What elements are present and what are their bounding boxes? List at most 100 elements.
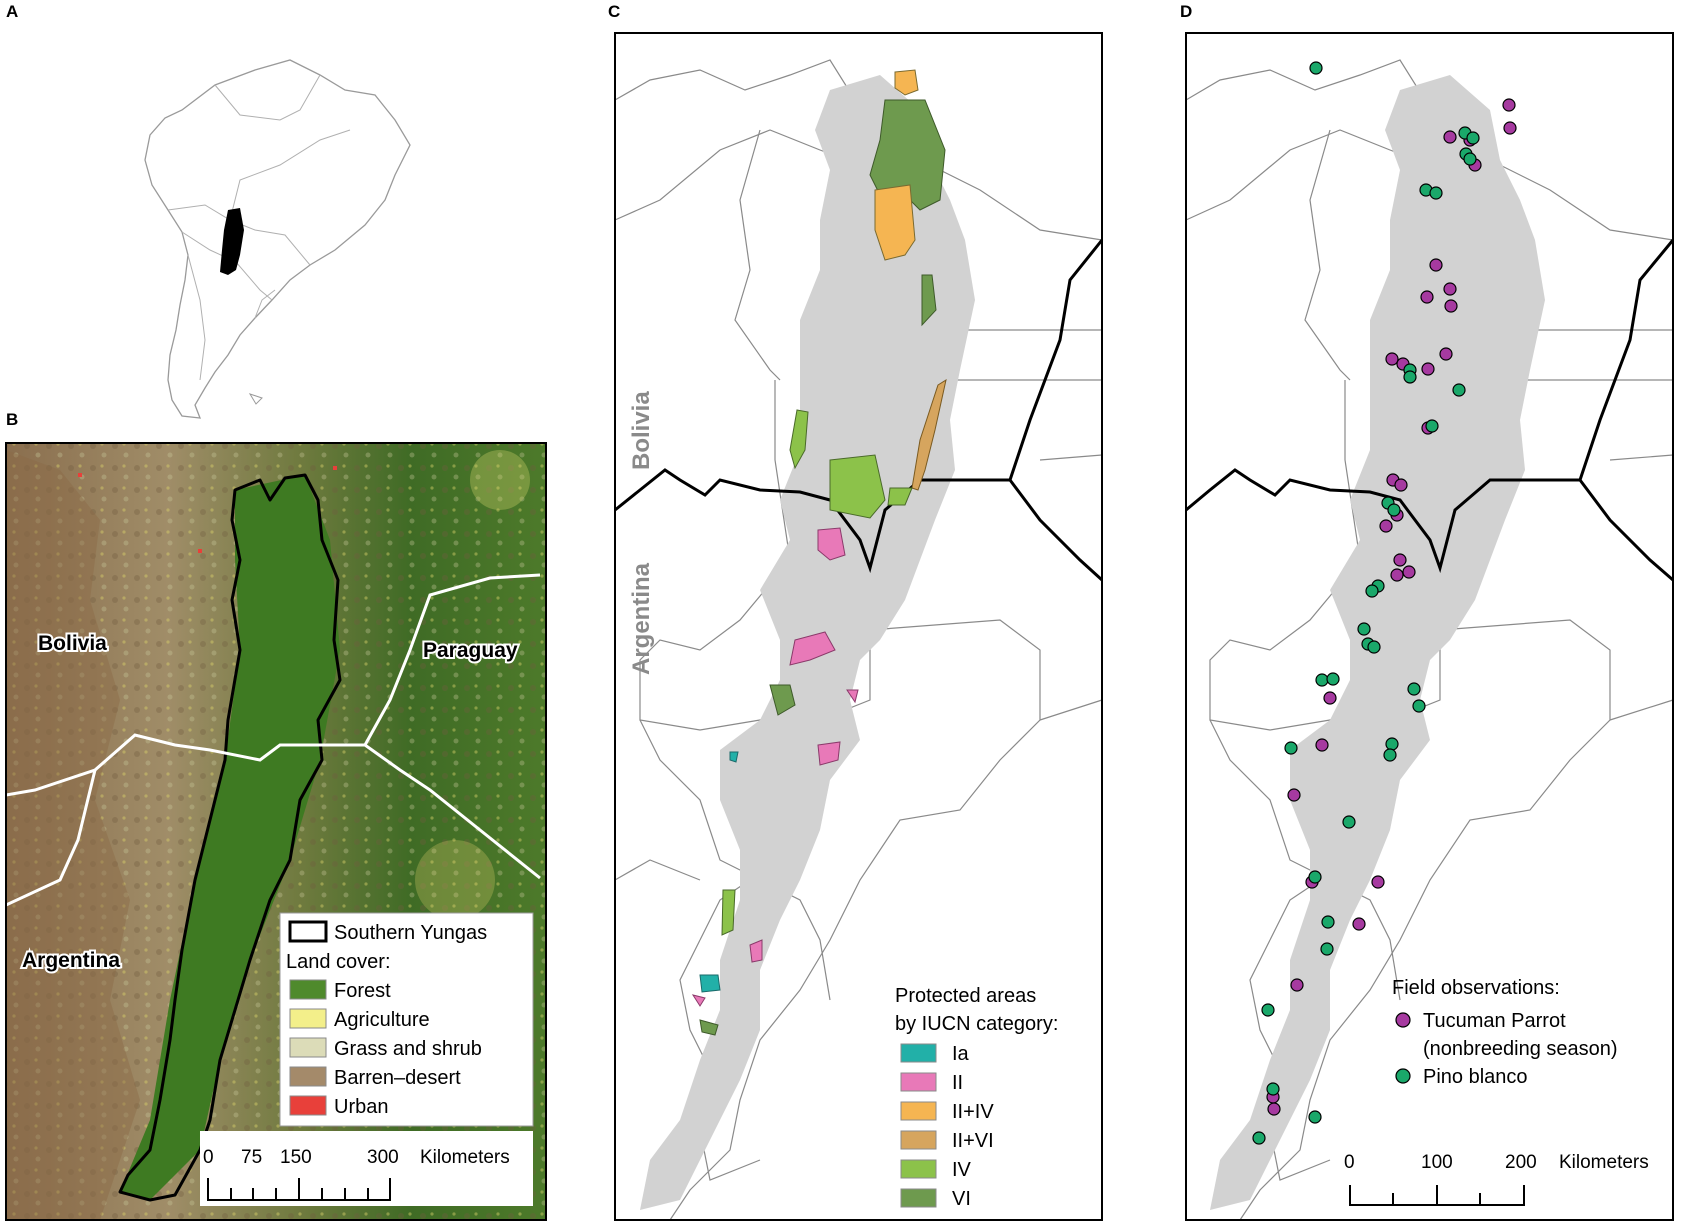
scale-b-tick-0: 0 xyxy=(203,1147,214,1168)
panel-d-scale-bar: 0 100 200 Kilometers xyxy=(1344,1152,1649,1206)
pa-ia-south xyxy=(699,974,721,993)
legend-swatch-ii-iv xyxy=(900,1101,937,1121)
scale-b-tick-150: 150 xyxy=(280,1147,312,1168)
parrot-point xyxy=(1379,519,1393,533)
south-america-outline xyxy=(144,59,411,419)
parrot-point xyxy=(1443,130,1457,144)
label-bolivia-b: Bolivia xyxy=(38,632,107,655)
pino-point xyxy=(1284,741,1298,755)
legend-label-parrot-season: (nonbreeding season) xyxy=(1423,1038,1618,1060)
pino-point xyxy=(1357,622,1371,636)
parrot-point xyxy=(1421,362,1435,376)
legend-swatch-vi xyxy=(900,1188,937,1208)
pa-iv-large xyxy=(829,454,886,519)
pino-point xyxy=(1429,186,1443,200)
pa-vi-small-1 xyxy=(921,274,937,327)
pino-point xyxy=(1452,383,1466,397)
legend-label-iv: IV xyxy=(952,1159,972,1181)
pino-point xyxy=(1365,584,1379,598)
pa-vi-south-1 xyxy=(721,889,736,936)
pa-ii-vi-strip xyxy=(911,378,947,491)
parrot-point xyxy=(1385,352,1399,366)
parrot-point xyxy=(1315,738,1329,752)
scale-b-unit: Kilometers xyxy=(420,1147,510,1168)
pino-point xyxy=(1309,61,1323,75)
legend-label-yungas: Southern Yungas xyxy=(334,922,487,944)
legend-label-barren: Barren–desert xyxy=(334,1067,461,1089)
pino-point xyxy=(1387,503,1401,517)
pa-ii-4 xyxy=(817,741,841,766)
legend-swatch-ii xyxy=(900,1072,937,1092)
parrot-point xyxy=(1402,565,1416,579)
parrot-point xyxy=(1394,478,1408,492)
legend-label-ia: Ia xyxy=(952,1043,970,1065)
pino-point xyxy=(1367,640,1381,654)
legend-label-ii: II xyxy=(952,1072,963,1094)
legend-c-heading-1: Protected areas xyxy=(895,985,1036,1007)
parrot-point xyxy=(1290,978,1304,992)
pino-point xyxy=(1383,748,1397,762)
parrot-point xyxy=(1503,121,1517,135)
parrot-point xyxy=(1390,568,1404,582)
pa-ii-2 xyxy=(789,631,836,666)
parrot-point xyxy=(1267,1102,1281,1116)
scale-b-tick-75: 75 xyxy=(241,1147,262,1168)
legend-swatch-urban xyxy=(289,1095,327,1116)
southern-yungas-locator xyxy=(220,208,244,275)
pino-point xyxy=(1463,152,1477,166)
pa-iv-small xyxy=(789,409,809,470)
legend-label-urban: Urban xyxy=(334,1096,388,1118)
scale-d-tick-0: 0 xyxy=(1344,1152,1355,1173)
parrot-point xyxy=(1443,282,1457,296)
legend-swatch-pino xyxy=(1395,1068,1411,1084)
pino-point xyxy=(1308,1110,1322,1124)
pino-point xyxy=(1412,699,1426,713)
pa-vi-mid xyxy=(769,684,796,716)
parrot-point xyxy=(1352,917,1366,931)
legend-swatch-parrot xyxy=(1395,1012,1411,1028)
panel-letter-a: A xyxy=(6,2,19,21)
pino-point xyxy=(1466,131,1480,145)
legend-swatch-ia xyxy=(900,1043,937,1063)
legend-d-heading: Field observations: xyxy=(1392,977,1560,999)
label-argentina-b: Argentina xyxy=(22,949,120,972)
panel-c-protected-areas-map xyxy=(614,33,1104,1221)
pino-point xyxy=(1321,915,1335,929)
pino-observations xyxy=(1252,61,1480,1145)
panel-a-locator-map xyxy=(144,59,411,419)
parrot-point xyxy=(1371,875,1385,889)
legend-swatch-forest xyxy=(289,979,327,1000)
parrot-observations xyxy=(1266,98,1517,1116)
panel-b-scale-bar: 0 75 150 300 Kilometers xyxy=(200,1131,533,1206)
pa-ii-1 xyxy=(817,527,846,561)
pa-ii-south-1 xyxy=(749,939,763,963)
pa-vi-south-2 xyxy=(699,1019,719,1036)
parrot-point xyxy=(1439,347,1453,361)
panel-d-legend: Field observations: Tucuman Parrot (nonb… xyxy=(1392,977,1618,1088)
legend-label-pino: Pino blanco xyxy=(1423,1066,1528,1088)
panel-letter-b: B xyxy=(6,410,19,429)
panel-c-frame xyxy=(614,32,1103,1221)
label-paraguay-b: Paraguay xyxy=(423,639,518,662)
legend-label-ii-iv: II+IV xyxy=(952,1101,994,1123)
pino-point xyxy=(1403,370,1417,384)
parrot-point xyxy=(1429,258,1443,272)
pa-ii-south-2 xyxy=(691,994,706,1007)
pino-point xyxy=(1261,1003,1275,1017)
pino-point xyxy=(1342,815,1356,829)
pino-point xyxy=(1425,419,1439,433)
legend-label-ii-vi: II+VI xyxy=(952,1130,994,1152)
pa-ii-iv-north xyxy=(894,69,919,96)
parrot-point xyxy=(1323,691,1337,705)
border-bolivia-argentina-d xyxy=(1185,468,1674,582)
scale-d-unit: Kilometers xyxy=(1559,1152,1649,1173)
parrot-point xyxy=(1502,98,1516,112)
legend-label-parrot: Tucuman Parrot xyxy=(1423,1010,1566,1032)
panel-c-legend: Protected areas by IUCN category: Ia II … xyxy=(895,985,1058,1210)
panel-d-frame xyxy=(1185,32,1674,1221)
pino-point xyxy=(1385,737,1399,751)
legend-swatch-ii-vi xyxy=(900,1130,937,1150)
pino-point xyxy=(1326,672,1340,686)
scale-d-tick-200: 200 xyxy=(1505,1152,1537,1173)
parrot-point xyxy=(1420,290,1434,304)
